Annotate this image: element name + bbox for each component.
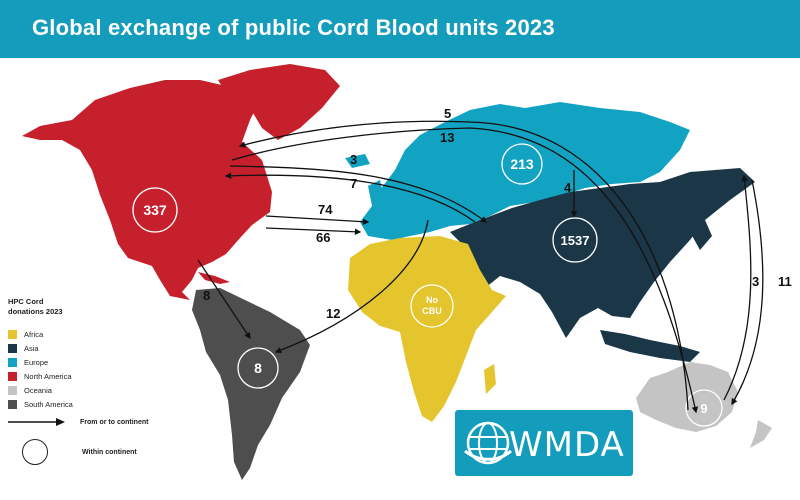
new-zealand-shape [750,420,772,448]
wmda-logo: WMDA [455,410,633,476]
north-america-count: 337 [143,202,167,218]
legend-circle-row: Within continent [8,439,158,465]
greenland-shape [218,64,340,140]
flow-label-3-oce-asia: 3 [752,274,759,289]
asia-circle [552,217,598,263]
japan-shape [690,220,712,250]
legend-label-oceania: Oceania [24,385,52,395]
legend-item-south-america: South America [8,397,158,411]
flow-label-3-na-asia: 3 [350,152,357,167]
logo-text: WMDA [509,425,625,465]
legend-swatch-europe [8,357,17,367]
asia-shape [450,168,755,338]
oceania-count: 9 [700,401,707,416]
north-america-region [22,64,340,300]
asia-count: 1537 [561,233,590,248]
legend-label-asia: Asia [24,343,39,353]
europe-shape [360,102,690,240]
europe-circle [501,143,543,185]
legend-swatch-north-america [8,371,17,381]
flow-arrow-11 [731,179,764,406]
flow-arrow-66 [265,227,362,236]
africa-count-line1: No [426,295,438,305]
flow-label-13: 13 [440,130,454,145]
legend-label-north-america: North America [24,371,72,381]
legend-arrow-label: From or to continent [80,418,149,426]
legend-item-africa: Africa [8,327,158,341]
north-america-circle [132,187,178,233]
flow-label-66: 66 [316,230,330,245]
se-asia-islands-shape [600,330,700,362]
legend-label-europe: Europe [24,357,49,367]
caribbean-shape [198,272,230,284]
flow-label-7: 7 [350,176,357,191]
legend-arrow-icon [8,418,65,426]
legend-item-north-america: North America [8,369,158,383]
page-title: Global exchange of public Cord Blood uni… [32,15,555,40]
africa-circle [410,284,454,328]
legend-circle-icon [22,439,48,465]
africa-shape [348,236,506,422]
legend-item-europe: Europe [8,355,158,369]
flow-label-8: 8 [203,288,210,303]
south-america-shape [192,288,310,480]
flow-label-74: 74 [318,202,333,217]
europe-count: 213 [510,156,534,172]
legend-swatch-africa [8,329,17,339]
legend-list: Africa Asia Europe North America Oceania… [8,327,158,411]
flow-label-11: 11 [778,274,792,289]
legend: HPC Cord donations 2023 Africa Asia Euro… [8,297,158,465]
madagascar-shape [484,364,496,394]
flow-label-4: 4 [564,180,572,195]
south-america-count: 8 [254,360,262,376]
legend-title: HPC Cord donations 2023 [8,297,63,316]
flow-arrow-3-oce-asia [723,174,752,401]
oceania-circle [685,389,723,427]
flow-arrow-8 [197,259,251,340]
title-bar: Global exchange of public Cord Blood uni… [0,0,800,58]
flow-arrow-7 [224,172,476,223]
globe-icon [464,421,512,465]
flow-label-12: 12 [326,306,340,321]
flow-arrow-5 [238,120,689,411]
legend-circle-label: Within continent [82,448,137,456]
legend-arrow-row: From or to continent [8,417,158,427]
flow-arrow-3-na-asia [229,165,488,223]
legend-swatch-oceania [8,385,17,395]
legend-label-south-america: South America [24,399,73,409]
south-america-circle [237,347,279,389]
legend-item-asia: Asia [8,341,158,355]
africa-count-line2: CBU [422,306,442,316]
iceland-shape [345,154,370,168]
flow-label-5: 5 [444,106,451,121]
flow-arrow-12 [274,219,429,354]
legend-item-oceania: Oceania [8,383,158,397]
legend-swatch-asia [8,343,17,353]
flow-arrow-74 [265,215,370,225]
flow-arrow-13 [231,127,699,414]
uk-shape [368,180,384,206]
legend-label-africa: Africa [24,329,44,339]
legend-swatch-south-america [8,399,17,409]
